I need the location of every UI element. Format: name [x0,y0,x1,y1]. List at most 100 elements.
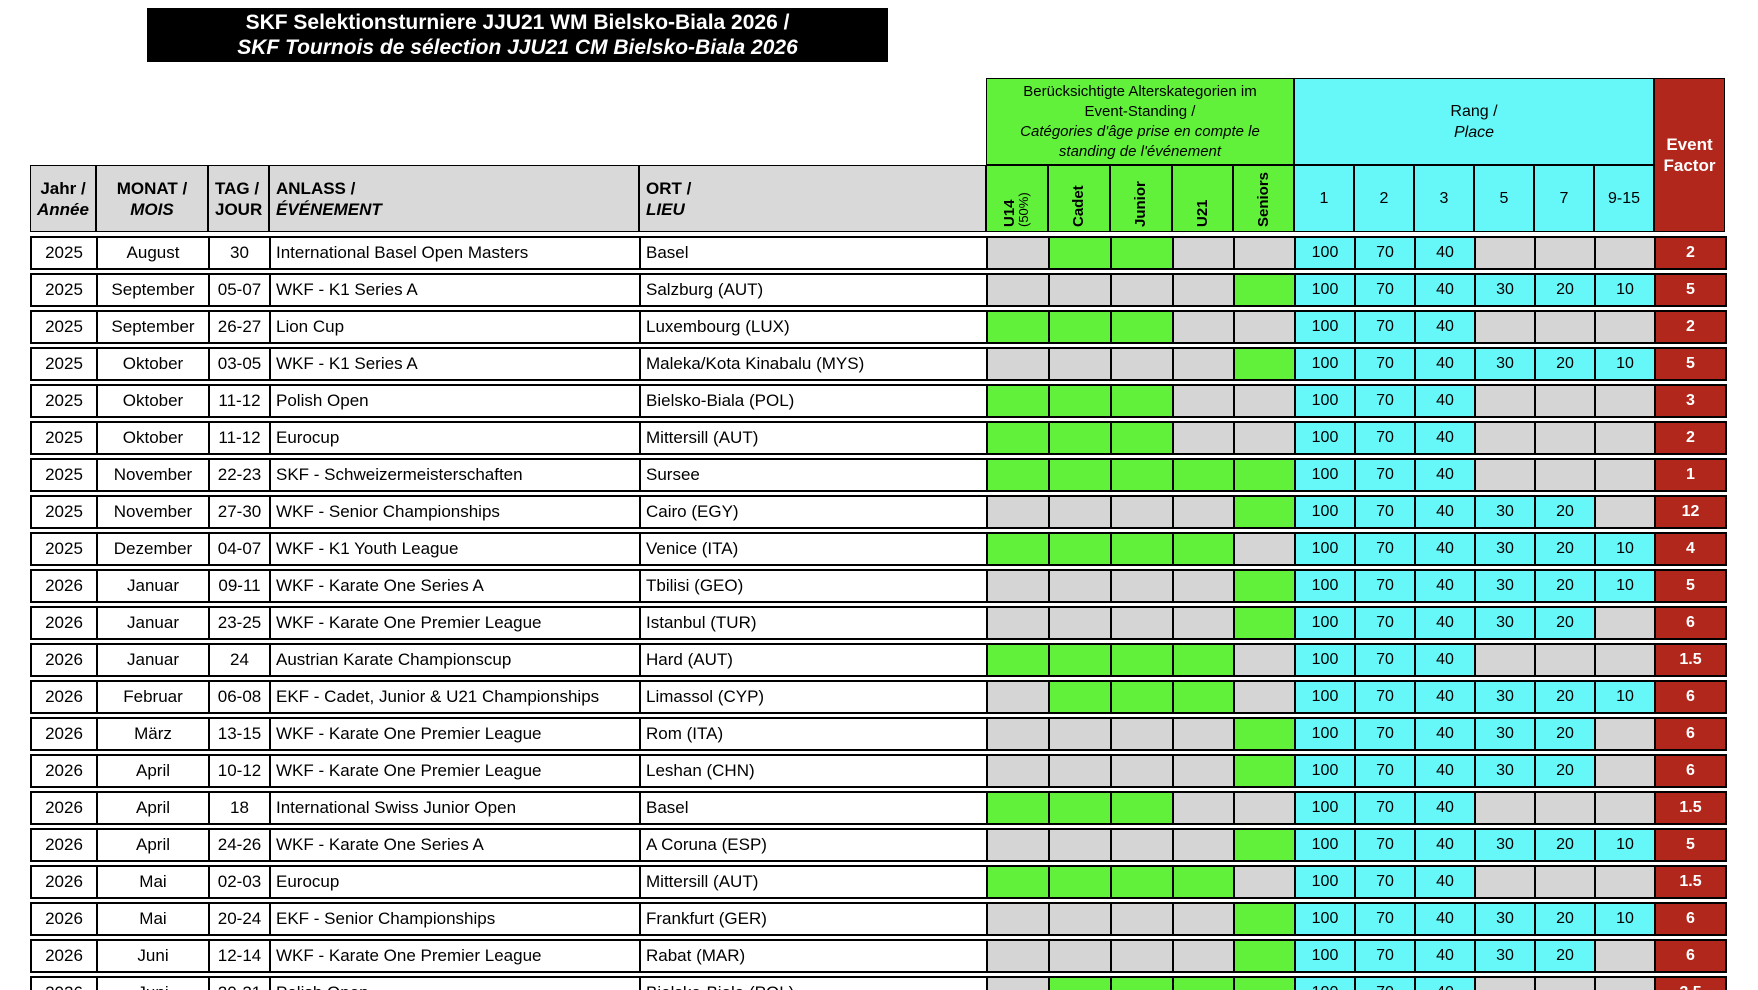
rank-cell-1: 100 [1295,422,1355,454]
rank-cell-9-15 [1595,792,1655,824]
age-cell-junior [1111,385,1173,417]
rank-cell-1: 100 [1295,533,1355,565]
rank-cell-5 [1475,385,1535,417]
rank-cell-2: 70 [1355,940,1415,972]
age-column-header-seniors: Seniors [1233,165,1294,232]
cell-year: 2026 [31,829,97,861]
cell-day: 20-24 [209,903,270,935]
age-cell-cadet [1049,755,1111,787]
rank-column-header-9-15: 9-15 [1594,165,1654,232]
cell-place: Leshan (CHN) [640,755,987,787]
cell-event: Austrian Karate Championscup [270,644,640,676]
age-cell-seniors [1234,718,1295,750]
rank-column-header-5: 5 [1474,165,1534,232]
table-row: 2026 April 10-12 WKF - Karate One Premier L… [30,754,1727,788]
cell-place: Frankfurt (GER) [640,903,987,935]
rank-cell-3: 40 [1415,681,1475,713]
age-cell-seniors [1234,533,1295,565]
event-factor-cell: 6 [1655,903,1726,935]
cell-year: 2025 [31,237,97,269]
title-block: SKF Selektionsturniere JJU21 WM Bielsko-… [147,8,888,62]
age-cell-u14 [987,459,1049,491]
table-row: 2026 Mai 02-03 Eurocup Mittersill (AUT) 100 70… [30,865,1727,899]
age-categories-band: Berücksichtigte Alterskategorien im Even… [986,78,1294,165]
rank-cell-7: 20 [1535,570,1595,602]
rank-cell-7: 20 [1535,496,1595,528]
rank-cell-9-15 [1595,718,1655,750]
age-cell-junior [1111,459,1173,491]
cell-event: EKF - Cadet, Junior & U21 Championships [270,681,640,713]
rank-column-header-1: 1 [1294,165,1354,232]
table-header: Jahr / Année MONAT / MOIS TAG / JOUR ANL… [30,78,1727,232]
age-cell-cadet [1049,940,1111,972]
age-cell-seniors [1234,977,1295,990]
age-cell-seniors [1234,644,1295,676]
age-cell-u14 [987,977,1049,990]
cell-year: 2026 [31,607,97,639]
cell-place: Sursee [640,459,987,491]
age-cell-u21 [1173,718,1234,750]
rank-cell-9-15: 10 [1595,348,1655,380]
cell-event: WKF - Senior Championships [270,496,640,528]
rank-cell-9-15: 10 [1595,903,1655,935]
rank-cell-1: 100 [1295,718,1355,750]
rank-cell-3: 40 [1415,903,1475,935]
rank-cell-1: 100 [1295,348,1355,380]
event-factor-cell: 1 [1655,459,1726,491]
rank-cell-7 [1535,644,1595,676]
age-cell-u14 [987,348,1049,380]
rank-cell-1: 100 [1295,866,1355,898]
column-header-event: ANLASS / ÉVÉNEMENT [269,165,639,232]
age-cell-seniors [1234,755,1295,787]
age-cell-u21 [1173,940,1234,972]
age-cell-cadet [1049,311,1111,343]
cell-place: Mittersill (AUT) [640,866,987,898]
cell-month: September [97,311,209,343]
table-row: 2026 Februar 06-08 EKF - Cadet, Junior & U2… [30,680,1727,714]
age-cell-u21 [1173,459,1234,491]
rank-cell-1: 100 [1295,681,1355,713]
cell-month: Mai [97,866,209,898]
age-cell-u14 [987,755,1049,787]
age-cell-seniors [1234,607,1295,639]
event-factor-cell: 2 [1655,311,1726,343]
rank-cell-7: 20 [1535,607,1595,639]
rank-cell-1: 100 [1295,385,1355,417]
rank-cell-9-15: 10 [1595,533,1655,565]
rank-column-header-2: 2 [1354,165,1414,232]
age-cell-u21 [1173,385,1234,417]
cell-month: Juni [97,977,209,990]
age-cell-u14 [987,681,1049,713]
cell-year: 2026 [31,977,97,990]
rank-cell-3: 40 [1415,940,1475,972]
rank-cell-7: 20 [1535,903,1595,935]
rank-cell-7 [1535,422,1595,454]
cell-year: 2025 [31,274,97,306]
rank-cell-9-15 [1595,459,1655,491]
event-factor-cell: 2 [1655,422,1726,454]
age-cell-junior [1111,348,1173,380]
age-cell-u21 [1173,607,1234,639]
age-cell-cadet [1049,866,1111,898]
cell-day: 10-12 [209,755,270,787]
cell-day: 06-08 [209,681,270,713]
rank-cell-3: 40 [1415,866,1475,898]
table-row: 2026 Januar 24 Austrian Karate Championscup… [30,643,1727,677]
rank-cell-5: 30 [1475,903,1535,935]
rank-cell-2: 70 [1355,570,1415,602]
age-cell-cadet [1049,718,1111,750]
event-factor-cell: 1.5 [1655,866,1726,898]
age-cell-seniors [1234,940,1295,972]
rank-cell-2: 70 [1355,607,1415,639]
rank-cell-7: 20 [1535,755,1595,787]
rank-cell-1: 100 [1295,644,1355,676]
rank-cell-2: 70 [1355,718,1415,750]
age-cell-u14 [987,718,1049,750]
rank-cell-9-15 [1595,385,1655,417]
rank-cell-9-15: 10 [1595,274,1655,306]
rank-cell-1: 100 [1295,496,1355,528]
age-column-label: Cadet [1070,185,1087,227]
age-cell-u21 [1173,792,1234,824]
age-cell-u21 [1173,681,1234,713]
age-cell-u21 [1173,755,1234,787]
